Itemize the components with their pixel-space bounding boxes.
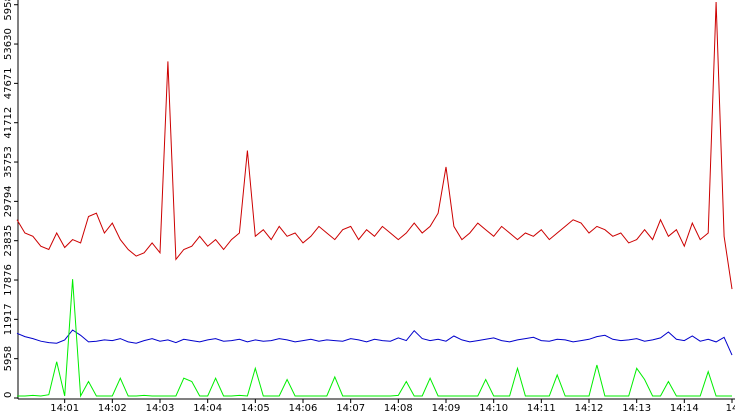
series-line bbox=[17, 279, 732, 398]
x-tick-label: 14:07 bbox=[336, 403, 365, 414]
y-tick-label: 11917 bbox=[3, 303, 14, 335]
y-tick-label: 23835 bbox=[3, 225, 14, 257]
y-tick-label: 35753 bbox=[3, 146, 14, 178]
y-tick-label: 59589 bbox=[3, 0, 14, 21]
x-tick-label: 14:04 bbox=[193, 403, 222, 414]
x-tick-label: 14:01 bbox=[50, 403, 79, 414]
x-tick-label: 14:02 bbox=[98, 403, 127, 414]
x-tick-label: 14:13 bbox=[622, 403, 651, 414]
series-line bbox=[16, 329, 733, 356]
y-tick-label: 5958 bbox=[3, 346, 14, 371]
y-tick-label: 29794 bbox=[3, 185, 14, 217]
x-tick-label: 14:11 bbox=[527, 403, 556, 414]
x-tick-label: 14:12 bbox=[575, 403, 604, 414]
x-tick-label: 14:14 bbox=[670, 403, 699, 414]
x-tick-label: 14 bbox=[726, 403, 735, 414]
x-tick-label: 14:05 bbox=[241, 403, 270, 414]
y-tick-label: 41712 bbox=[3, 107, 14, 139]
x-tick-label: 14:06 bbox=[289, 403, 318, 414]
y-tick-label: 47671 bbox=[3, 67, 14, 99]
x-tick-label: 14:03 bbox=[146, 403, 175, 414]
x-tick-label: 14:09 bbox=[432, 403, 461, 414]
y-tick-label: 0 bbox=[3, 392, 14, 398]
y-tick-label: 53630 bbox=[3, 28, 14, 60]
y-tick-label: 17876 bbox=[3, 264, 14, 296]
x-tick-label: 14:10 bbox=[479, 403, 508, 414]
series-line bbox=[16, 1, 733, 290]
x-tick-label: 14:08 bbox=[384, 403, 413, 414]
